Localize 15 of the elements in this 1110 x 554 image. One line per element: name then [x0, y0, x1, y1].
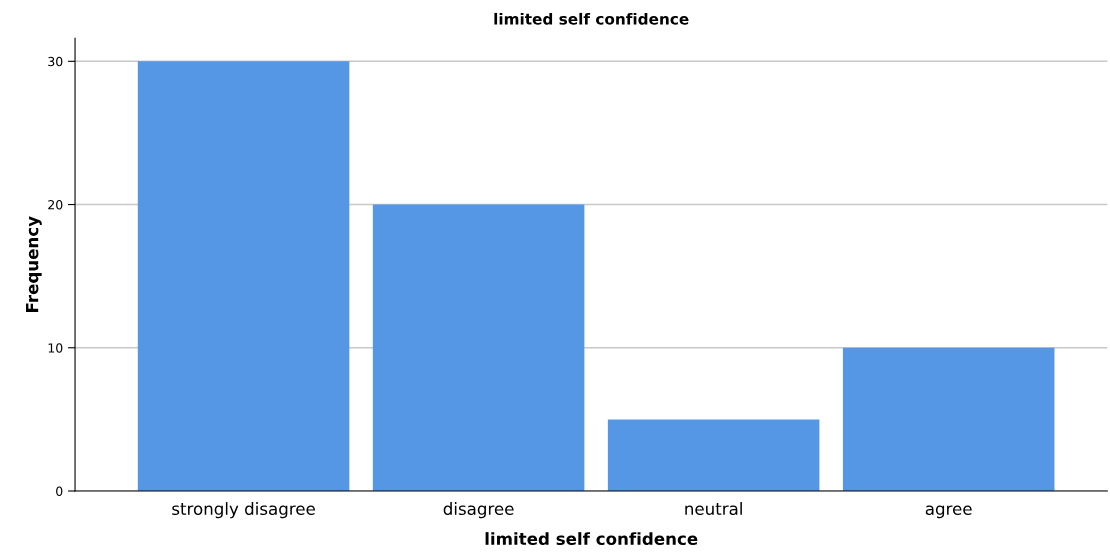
x-tick-label: disagree	[443, 502, 514, 519]
y-tick-label: 0	[56, 486, 63, 496]
x-axis-title: limited self confidence	[485, 532, 698, 546]
y-tick-label: 10	[48, 343, 63, 353]
chart-title: limited self confidence	[494, 12, 689, 25]
bar	[372, 204, 585, 492]
bar	[842, 347, 1055, 492]
y-tick-label: 30	[48, 56, 63, 67]
x-tick-label: neutral	[685, 502, 742, 516]
x-tick-label: agree	[925, 505, 972, 519]
bar	[607, 419, 820, 492]
bar	[137, 61, 350, 492]
y-tick-label: 20	[48, 200, 63, 210]
x-tick-label: strongly disagree	[172, 502, 315, 519]
y-axis-title: Frequency	[26, 216, 42, 312]
